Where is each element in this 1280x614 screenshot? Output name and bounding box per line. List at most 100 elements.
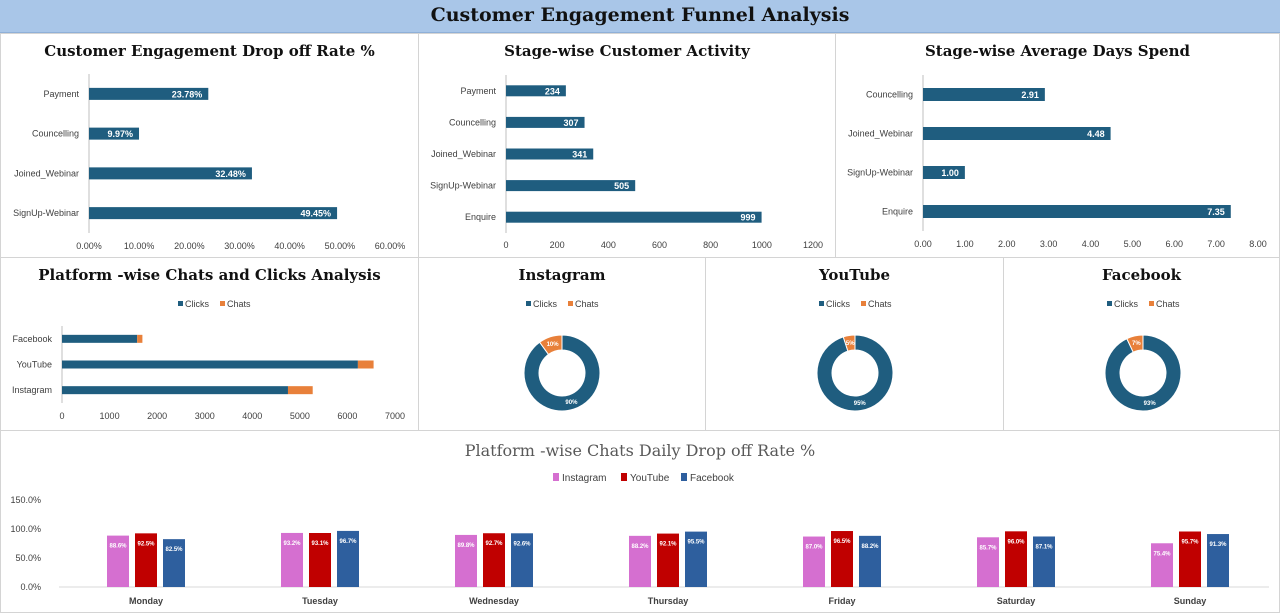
bar-instagram	[629, 535, 651, 587]
bar-youtube	[657, 533, 679, 587]
legend-label: Instagram	[562, 473, 606, 484]
legend-swatch	[568, 301, 573, 306]
data-label: 234	[545, 86, 560, 96]
bar-chats	[357, 360, 374, 369]
data-label: 87.0%	[805, 545, 823, 551]
category-label: Payment	[43, 89, 79, 99]
data-label: 9.97%	[107, 129, 133, 139]
tick-label: 3000	[195, 411, 215, 421]
donut-slice-clicks	[1104, 334, 1182, 412]
legend-swatch	[819, 301, 824, 306]
bar-instagram	[107, 535, 129, 587]
instagram-title: Instagram	[518, 266, 606, 284]
bar-facebook	[685, 531, 707, 587]
data-label: 999	[741, 213, 756, 223]
tick-label: 2000	[147, 411, 167, 421]
platform-panel: Platform -wise Chats and Clicks Analysis…	[0, 257, 419, 431]
category-label: Joined_Webinar	[14, 168, 79, 178]
days-chart: Councelling 2.91 Joined_Webinar 4.48 SignUp-…	[847, 75, 1267, 249]
tick-label: 60.00%	[375, 241, 406, 251]
tick-label: 0	[59, 411, 64, 421]
tick-label: 8.00	[1249, 239, 1267, 249]
data-label: 92.6%	[513, 541, 531, 547]
days-title: Stage-wise Average Days Spend	[924, 42, 1191, 60]
facebook-panel: Facebook Clicks Chats 93% 7%	[1003, 257, 1280, 431]
tick-label: 1.00	[956, 239, 974, 249]
legend-label: Facebook	[690, 473, 735, 484]
instagram-panel: Instagram Clicks Chats 90% 10%	[418, 257, 706, 431]
bar	[89, 167, 252, 180]
tick-label: 600	[652, 240, 667, 250]
data-label: 1.00	[941, 168, 959, 178]
bar-clicks	[62, 360, 358, 369]
bar-chats	[287, 386, 313, 395]
donut-slice-chats	[1126, 334, 1144, 353]
data-label: 82.5%	[165, 547, 183, 553]
category-label: Joined_Webinar	[848, 129, 913, 139]
tick-label: 400	[601, 240, 616, 250]
category-label: SignUp-Webinar	[847, 168, 913, 178]
bar-youtube	[1179, 531, 1201, 587]
bar-instagram	[977, 537, 999, 587]
data-label: 307	[564, 118, 579, 128]
bar	[506, 116, 585, 128]
tick-label: 4000	[242, 411, 262, 421]
tick-label: 4.00	[1082, 239, 1100, 249]
tick-label: 0.00	[914, 239, 932, 249]
daily-title: Platform -wise Chats Daily Drop off Rate…	[464, 441, 816, 460]
data-label: 92.7%	[485, 541, 503, 547]
category-label: Sunday	[1174, 596, 1207, 606]
data-label: 505	[614, 181, 629, 191]
category-label: Councelling	[32, 129, 79, 139]
legend-label: Clicks	[185, 299, 209, 309]
category-label: Monday	[129, 596, 163, 606]
category-label: Tuesday	[302, 596, 338, 606]
data-label: 96.7%	[339, 539, 357, 545]
facebook-donut: Clicks Chats 93% 7%	[1104, 299, 1182, 412]
tick-label: 40.00%	[274, 241, 305, 251]
category-label: Councelling	[449, 117, 496, 127]
legend-label: Clicks	[1114, 299, 1138, 309]
bar	[89, 127, 140, 140]
data-label: 95%	[854, 401, 867, 407]
legend-label: Chats	[575, 299, 599, 309]
legend-swatch	[178, 301, 183, 306]
data-label: 95.5%	[687, 540, 705, 546]
tick-label: 7.00	[1207, 239, 1225, 249]
data-label: 85.7%	[979, 545, 997, 551]
donut-slice-chats	[538, 334, 563, 356]
tick-label: 1200	[803, 240, 823, 250]
tick-label: 5000	[290, 411, 310, 421]
bar-instagram	[803, 536, 825, 587]
dropoff-chart: Payment 23.78% Councelling 9.97% Joined_Webi…	[13, 74, 406, 251]
tick-label: 20.00%	[174, 241, 205, 251]
bar-facebook	[859, 535, 881, 587]
tick-label: 5.00	[1124, 239, 1142, 249]
data-label: 88.2%	[631, 544, 649, 550]
legend-label: YouTube	[630, 473, 670, 484]
bar-facebook	[1033, 536, 1055, 587]
data-label: 2.91	[1021, 90, 1039, 100]
category-label: Thursday	[648, 596, 689, 606]
tick-label: 800	[703, 240, 718, 250]
data-label: 4.48	[1087, 129, 1105, 139]
category-label: Enquire	[882, 207, 913, 217]
bar-youtube	[135, 533, 157, 587]
category-label: YouTube	[17, 360, 52, 370]
category-label: Payment	[460, 86, 496, 96]
category-label: SignUp-Webinar	[13, 208, 79, 218]
activity-title: Stage-wise Customer Activity	[504, 42, 750, 60]
legend-swatch	[526, 301, 531, 306]
bar	[506, 148, 594, 160]
bar	[923, 127, 1111, 140]
data-label: 93%	[1144, 401, 1157, 407]
legend-swatch	[861, 301, 866, 306]
platform-chart: Clicks Chats Facebook YouTube Instagram 0 1000…	[12, 299, 405, 421]
dropoff-panel: Customer Engagement Drop off Rate % Paym…	[0, 33, 419, 258]
tick-label: 150.0%	[10, 495, 41, 505]
legend-swatch	[553, 473, 559, 481]
tick-label: 30.00%	[224, 241, 255, 251]
bar-facebook	[163, 539, 185, 587]
bar	[923, 88, 1045, 101]
tick-label: 50.00%	[325, 241, 356, 251]
